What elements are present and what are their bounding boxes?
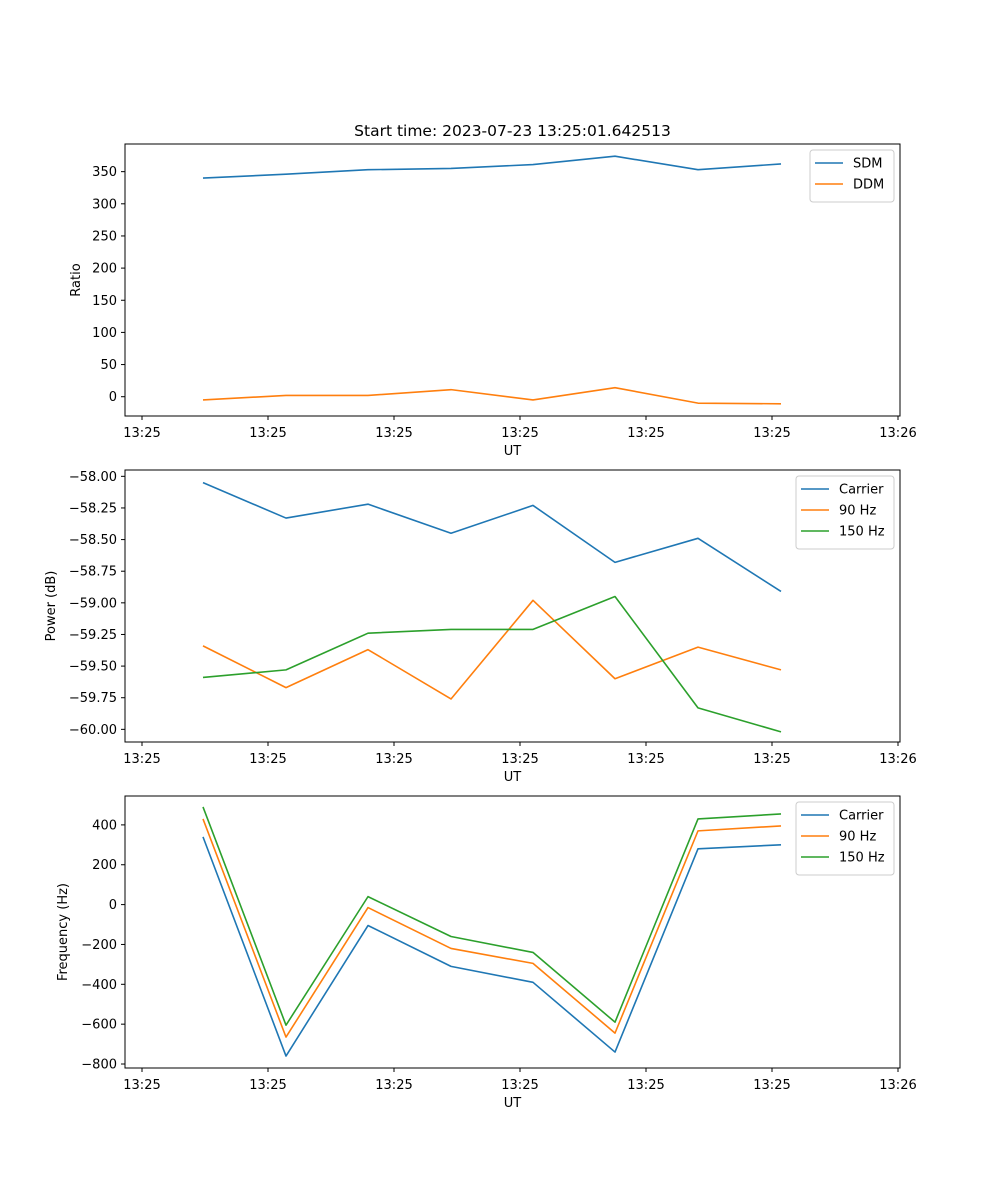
axes-frame	[124, 469, 901, 743]
y-tick-label: −58.25	[69, 501, 117, 516]
series-line-90-hz	[202, 599, 782, 700]
legend-label: 90 Hz	[839, 830, 876, 845]
y-tick-label: −58.75	[69, 565, 117, 580]
x-tick-label: 13:25	[501, 1078, 538, 1093]
x-tick-label: 13:25	[627, 752, 664, 767]
legend-label: SDM	[853, 157, 882, 172]
legend-label: Carrier	[839, 483, 884, 498]
x-tick-label: 13:25	[753, 752, 790, 767]
y-axis-label: Ratio	[69, 263, 84, 296]
x-tick-label: 13:26	[879, 1078, 916, 1093]
x-tick-label: 13:25	[123, 752, 160, 767]
y-tick-label: 0	[109, 390, 117, 405]
y-tick-label: 0	[109, 898, 117, 913]
y-tick-label: 300	[92, 197, 117, 212]
y-tick-label: 100	[92, 326, 117, 341]
figure-title: Start time: 2023-07-23 13:25:01.642513	[354, 122, 671, 140]
y-tick-label: 150	[92, 294, 117, 309]
y-tick-label: −800	[81, 1058, 117, 1073]
x-tick-label: 13:25	[375, 1078, 412, 1093]
chart-panel-2: 13:25 13:25 13:25 13:25 13:25 13:25 13:26 −58.0…	[44, 469, 917, 785]
y-tick-label: −59.50	[69, 660, 117, 675]
series-line-90-hz	[202, 818, 782, 1038]
y-tick-label: −60.00	[69, 723, 117, 738]
y-tick-label: −200	[81, 938, 117, 953]
legend-label: 150 Hz	[839, 851, 885, 866]
series-line-150-hz	[202, 806, 782, 1026]
x-axis-label: UT	[504, 444, 522, 459]
y-tick-label: 400	[92, 818, 117, 833]
chart-panel-3: 13:25 13:25 13:25 13:25 13:25 13:25 13:26 −800 −…	[56, 795, 917, 1111]
x-tick-label: 13:26	[879, 426, 916, 441]
x-tick-label: 13:25	[249, 426, 286, 441]
axes-frame	[124, 795, 901, 1069]
legend: Carrier 90 Hz 150 Hz	[795, 801, 895, 876]
x-tick-label: 13:26	[879, 752, 916, 767]
y-axis-label: Frequency (Hz)	[56, 883, 71, 981]
series-line-carrier	[202, 481, 782, 593]
y-tick-label: 250	[92, 229, 117, 244]
x-axis-label: UT	[504, 770, 522, 785]
x-tick-label: 13:25	[375, 752, 412, 767]
y-tick-label: 50	[100, 358, 117, 373]
x-tick-label: 13:25	[501, 426, 538, 441]
legend: Carrier 90 Hz 150 Hz	[795, 475, 895, 550]
y-tick-label: −59.25	[69, 628, 117, 643]
legend-label: 150 Hz	[839, 525, 885, 540]
y-axis-label: Power (dB)	[44, 571, 59, 642]
x-tick-label: 13:25	[627, 1078, 664, 1093]
y-tick-label: 200	[92, 262, 117, 277]
chart-panel-1: 13:25 13:25 13:25 13:25 13:25 13:25 13:26 0 50 10…	[69, 143, 917, 459]
x-tick-label: 13:25	[123, 426, 160, 441]
y-tick-label: 350	[92, 165, 117, 180]
y-tick-label: −59.00	[69, 596, 117, 611]
y-tick-label: −58.50	[69, 533, 117, 548]
series-line-ddm	[202, 386, 782, 405]
x-tick-label: 13:25	[753, 1078, 790, 1093]
x-tick-label: 13:25	[375, 426, 412, 441]
series-line-sdm	[202, 155, 782, 179]
y-tick-label: −600	[81, 1018, 117, 1033]
y-tick-label: 200	[92, 858, 117, 873]
legend-label: DDM	[853, 178, 884, 193]
legend-label: 90 Hz	[839, 504, 876, 519]
y-tick-label: −400	[81, 978, 117, 993]
x-tick-label: 13:25	[627, 426, 664, 441]
x-tick-label: 13:25	[249, 1078, 286, 1093]
legend-label: Carrier	[839, 809, 884, 824]
x-tick-label: 13:25	[249, 752, 286, 767]
x-tick-label: 13:25	[123, 1078, 160, 1093]
axes-frame	[124, 143, 901, 417]
y-tick-label: −59.75	[69, 691, 117, 706]
y-tick-label: −58.00	[69, 470, 117, 485]
x-tick-label: 13:25	[501, 752, 538, 767]
legend: SDM DDM	[809, 149, 895, 203]
x-axis-label: UT	[504, 1096, 522, 1111]
series-line-carrier	[202, 836, 782, 1057]
series-line-150-hz	[202, 595, 782, 733]
x-tick-label: 13:25	[753, 426, 790, 441]
